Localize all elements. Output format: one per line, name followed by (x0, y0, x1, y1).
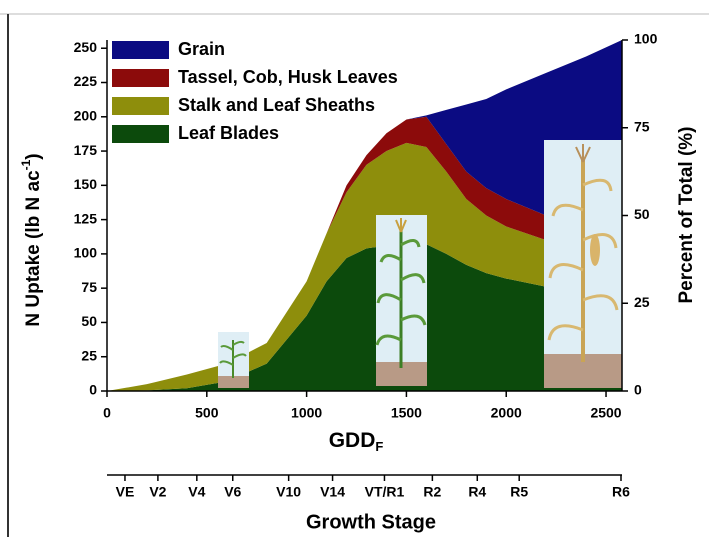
stage-label: V14 (320, 484, 345, 500)
y-tick-label: 50 (81, 313, 97, 329)
x-tick-label: 1000 (291, 405, 322, 421)
x-tick-label: 0 (103, 405, 111, 421)
stage-label: R6 (612, 484, 630, 500)
y-tick-label: 200 (74, 107, 98, 123)
y2-axis-title: Percent of Total (%) (676, 127, 697, 304)
stage-label: V4 (188, 484, 205, 500)
y-axis-title-end: ) (23, 153, 44, 159)
legend-swatch (112, 41, 169, 59)
x-tick-label: 2000 (491, 405, 522, 421)
y-tick-label: 225 (74, 73, 98, 89)
y-axis-title-sup: -1 (19, 159, 33, 170)
plant-image-v6 (218, 332, 249, 388)
y-tick-label: 75 (81, 279, 97, 295)
y-tick-label: 0 (89, 382, 97, 398)
stage-label: VE (116, 484, 135, 500)
y-axis-title-text: N Uptake (lb N ac (23, 170, 44, 327)
legend-swatch (112, 69, 169, 87)
stage-label: VT/R1 (365, 484, 405, 500)
chart: 0255075100125150175200225250025507510005… (0, 0, 709, 537)
stage-label: R2 (423, 484, 441, 500)
stage-label: V10 (276, 484, 301, 500)
y-tick-label: 250 (74, 39, 98, 55)
y-axis-title: N Uptake (lb N ac-1) (19, 153, 44, 326)
stage-label: V6 (224, 484, 241, 500)
x-axis-title-sub: F (375, 439, 383, 454)
legend-swatch (112, 125, 169, 143)
x-axis-title: GDDF (329, 429, 384, 455)
legend-label: Leaf Blades (178, 123, 279, 143)
y-tick-label: 150 (74, 176, 98, 192)
x-tick-label: 2500 (590, 405, 621, 421)
plant-image-r6 (544, 140, 622, 388)
stage-axis-title: Growth Stage (306, 511, 436, 533)
y2-tick-label: 50 (634, 206, 650, 222)
y2-tick-label: 75 (634, 118, 650, 134)
legend-swatch (112, 97, 169, 115)
stage-label: R4 (468, 484, 486, 500)
y-tick-label: 25 (81, 347, 97, 363)
x-tick-label: 500 (195, 405, 219, 421)
y2-tick-label: 0 (634, 382, 642, 398)
y-tick-label: 125 (74, 210, 98, 226)
x-tick-label: 1500 (391, 405, 422, 421)
y-tick-label: 100 (74, 245, 98, 261)
y2-tick-label: 25 (634, 294, 650, 310)
y-tick-label: 175 (74, 142, 98, 158)
legend-label: Stalk and Leaf Sheaths (178, 95, 375, 115)
stage-label: V2 (149, 484, 166, 500)
y2-tick-label: 100 (634, 31, 658, 47)
plant-image-vt (376, 215, 427, 386)
stage-label: R5 (510, 484, 528, 500)
x-axis-title-text: GDD (329, 429, 376, 452)
legend-label: Tassel, Cob, Husk Leaves (178, 67, 398, 87)
legend-label: Grain (178, 39, 225, 59)
